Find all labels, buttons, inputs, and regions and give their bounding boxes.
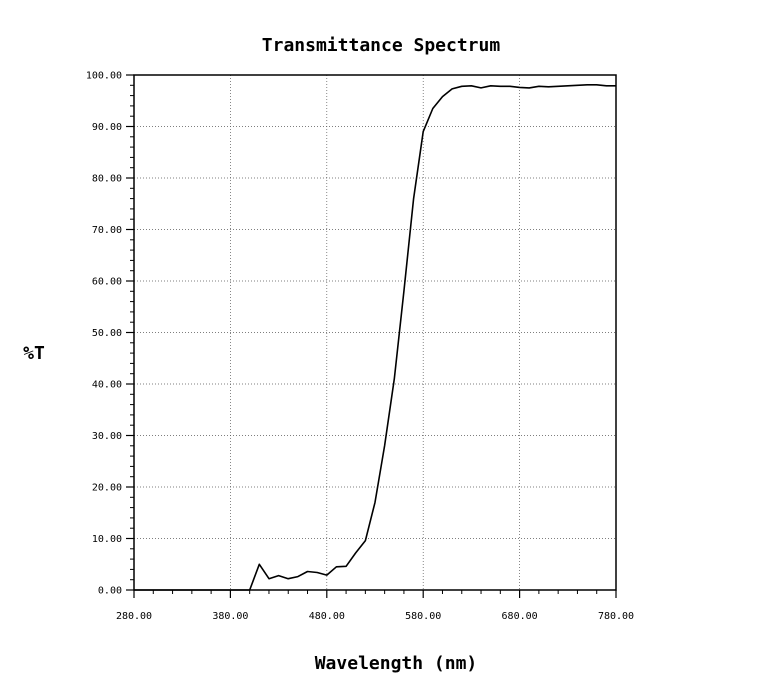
y-tick-label: 10.00 (92, 534, 122, 545)
y-tick-label: 20.00 (92, 483, 122, 494)
plot-frame (133, 74, 617, 591)
y-tick-labels: 0.00 10.00 20.00 30.00 40.00 50.00 60.00 70.00 8… (86, 71, 122, 597)
x-tick-label: 580.00 (405, 611, 441, 622)
x-tick-label: 280.00 (116, 611, 152, 622)
x-tick-label: 780.00 (598, 611, 634, 622)
minor-ticks (130, 84, 598, 594)
y-axis-label: %T (23, 343, 45, 364)
x-axis-label: Wavelength (nm) (315, 653, 478, 674)
x-tick-label: 480.00 (309, 611, 345, 622)
y-tick-label: 30.00 (92, 431, 122, 442)
x-tick-labels: 280.00 380.00 480.00 580.00 680.00 780.00 (116, 611, 634, 622)
x-tick-label: 680.00 (502, 611, 538, 622)
y-tick-label: 40.00 (92, 380, 122, 391)
series-line-0 (134, 84, 616, 591)
y-tick-label: 90.00 (92, 122, 122, 133)
major-ticks (126, 74, 617, 598)
grid-lines (134, 75, 616, 590)
y-tick-label: 0.00 (98, 586, 122, 597)
x-tick-label: 380.00 (212, 611, 248, 622)
y-tick-label: 50.00 (92, 328, 122, 339)
series-group (134, 84, 616, 591)
y-tick-label: 100.00 (86, 71, 122, 82)
y-tick-label: 80.00 (92, 174, 122, 185)
chart-title: Transmittance Spectrum (262, 35, 501, 56)
y-tick-label: 60.00 (92, 277, 122, 288)
y-tick-label: 70.00 (92, 225, 122, 236)
